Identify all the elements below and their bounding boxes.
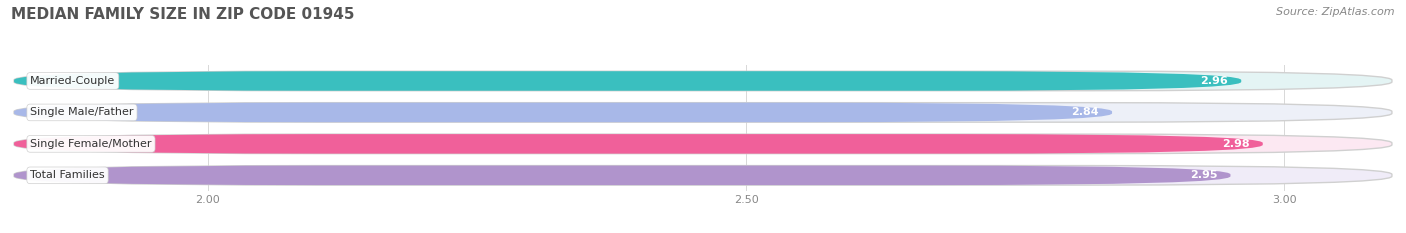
FancyBboxPatch shape (14, 71, 1392, 91)
Text: Married-Couple: Married-Couple (30, 76, 115, 86)
FancyBboxPatch shape (14, 103, 1392, 122)
Text: Single Male/Father: Single Male/Father (30, 107, 134, 117)
Text: 2.84: 2.84 (1071, 107, 1099, 117)
Text: 2.98: 2.98 (1222, 139, 1250, 149)
FancyBboxPatch shape (14, 71, 1241, 91)
FancyBboxPatch shape (14, 103, 1112, 122)
FancyBboxPatch shape (14, 134, 1263, 154)
FancyBboxPatch shape (14, 134, 1392, 154)
Text: 2.95: 2.95 (1189, 170, 1218, 180)
Text: 2.96: 2.96 (1201, 76, 1229, 86)
Text: Total Families: Total Families (30, 170, 105, 180)
Text: MEDIAN FAMILY SIZE IN ZIP CODE 01945: MEDIAN FAMILY SIZE IN ZIP CODE 01945 (11, 7, 354, 22)
FancyBboxPatch shape (14, 166, 1230, 185)
Text: Source: ZipAtlas.com: Source: ZipAtlas.com (1277, 7, 1395, 17)
FancyBboxPatch shape (14, 166, 1392, 185)
Text: Single Female/Mother: Single Female/Mother (30, 139, 152, 149)
